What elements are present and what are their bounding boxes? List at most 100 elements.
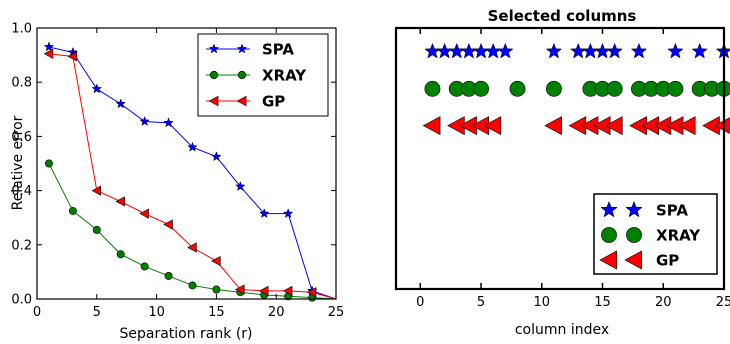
right-legend-marker-spa [600, 200, 618, 218]
left-point-spa [115, 98, 126, 109]
right-point-spa [667, 42, 684, 59]
left-x-tick-label: 5 [93, 305, 101, 320]
right-x-tick-label: 25 [716, 295, 730, 310]
right-legend: SPA XRAY GP [593, 193, 718, 275]
left-point-xray [68, 206, 77, 215]
left-y-tick-label: 0.8 [11, 76, 32, 91]
right-point-spa [424, 42, 441, 59]
left-line-xray [48, 163, 337, 300]
left-y-tick-label: 0.6 [11, 130, 32, 145]
left-legend-marker-gp [208, 95, 219, 107]
right-legend-label-xray: XRAY [656, 227, 701, 245]
left-point-xray [92, 225, 101, 234]
right-point-xray [509, 80, 526, 97]
right-legend-label-spa: SPA [656, 202, 688, 220]
left-point-gp [187, 242, 197, 253]
right-legend-marker-xray [601, 227, 617, 243]
right-x-tick-label: 20 [655, 295, 672, 310]
left-point-spa [235, 181, 246, 191]
right-x-tick-label: 5 [477, 295, 485, 310]
left-point-gp [211, 255, 221, 267]
left-legend-marker-xray [237, 70, 247, 80]
right-point-gp [677, 116, 696, 136]
right-point-spa [484, 42, 502, 59]
right-x-axis-label: column index [515, 322, 609, 338]
left-point-spa [91, 83, 103, 94]
right-point-spa [460, 42, 478, 59]
left-point-gp [91, 185, 102, 196]
left-point-xray [188, 281, 197, 290]
left-point-spa [282, 208, 294, 219]
right-legend-marker-spa [625, 200, 643, 218]
left-axis-ticks: 0 5 10 15 20 25 0.0 0.2 0.4 0.6 0.8 1.0 [11, 22, 344, 321]
right-point-gp [483, 116, 502, 136]
left-point-spa [139, 115, 150, 126]
right-point-spa [691, 42, 708, 59]
left-x-axis-label: Separation rank (r) [119, 326, 252, 342]
left-point-gp [259, 285, 269, 296]
right-legend-marker-gp [599, 250, 617, 270]
right-point-xray [667, 80, 684, 97]
left-point-spa [258, 208, 270, 219]
left-x-tick-label: 15 [208, 305, 225, 320]
right-point-spa [436, 42, 453, 59]
right-point-gp [544, 116, 562, 136]
left-chart: 0 5 10 15 20 25 0.0 0.2 0.4 0.6 0.8 1.0 Separation … [10, 22, 344, 343]
left-x-tick-label: 0 [33, 305, 41, 320]
left-point-xray [212, 285, 221, 294]
left-legend-label-gp: GP [262, 93, 285, 111]
left-x-tick-label: 20 [268, 305, 285, 320]
left-legend: SPA XRAY GP [197, 33, 329, 117]
left-y-tick-label: 0.0 [11, 293, 32, 308]
left-point-gp [43, 48, 54, 59]
left-point-gp [139, 208, 149, 219]
right-x-tick-label: 15 [594, 295, 611, 310]
right-point-gp [422, 116, 441, 136]
left-point-xray [140, 262, 149, 271]
right-point-spa [594, 42, 611, 59]
left-legend-marker-spa [236, 43, 248, 54]
left-point-spa [187, 141, 198, 152]
left-y-axis-label: Relative error [10, 115, 26, 210]
right-plot-marks [422, 42, 730, 136]
left-legend-marker-spa [208, 43, 220, 54]
right-chart: Selected columns 0 5 10 15 20 25 column index… [394, 7, 730, 338]
left-point-gp [235, 284, 245, 295]
left-point-spa [43, 41, 55, 52]
right-point-gp [605, 116, 623, 136]
left-legend-label-spa: SPA [262, 41, 294, 59]
left-point-gp [67, 51, 78, 62]
right-point-xray [473, 80, 489, 97]
left-y-tick-label: 1.0 [11, 22, 32, 37]
left-y-tick-label: 0.4 [11, 184, 32, 199]
right-point-spa [582, 42, 599, 59]
right-point-spa [472, 42, 490, 59]
right-point-spa [569, 42, 587, 59]
left-point-xray [164, 271, 173, 280]
right-x-tick-label: 0 [416, 295, 424, 310]
right-point-xray [606, 80, 623, 97]
left-point-gp [306, 287, 317, 298]
right-point-spa [606, 42, 623, 59]
right-point-spa [630, 42, 648, 59]
left-legend-marker-gp [236, 95, 247, 107]
right-point-spa [545, 42, 563, 59]
left-plot-frame [36, 27, 337, 300]
left-point-xray [116, 250, 125, 259]
left-y-tick-label: 0.2 [11, 238, 32, 253]
left-x-tick-label: 10 [148, 305, 165, 320]
right-legend-marker-gp [624, 250, 642, 270]
left-point-spa [211, 151, 222, 162]
right-point-xray [424, 80, 441, 97]
right-point-spa [448, 42, 466, 59]
left-legend-label-xray: XRAY [262, 67, 307, 85]
right-point-spa [497, 42, 514, 59]
right-plot-frame [394, 26, 726, 291]
left-point-gp [163, 219, 173, 230]
right-point-xray [546, 80, 562, 97]
left-point-gp [115, 196, 125, 207]
left-plot-marks [43, 41, 337, 302]
left-point-gp [282, 285, 293, 296]
left-point-xray [44, 159, 53, 168]
